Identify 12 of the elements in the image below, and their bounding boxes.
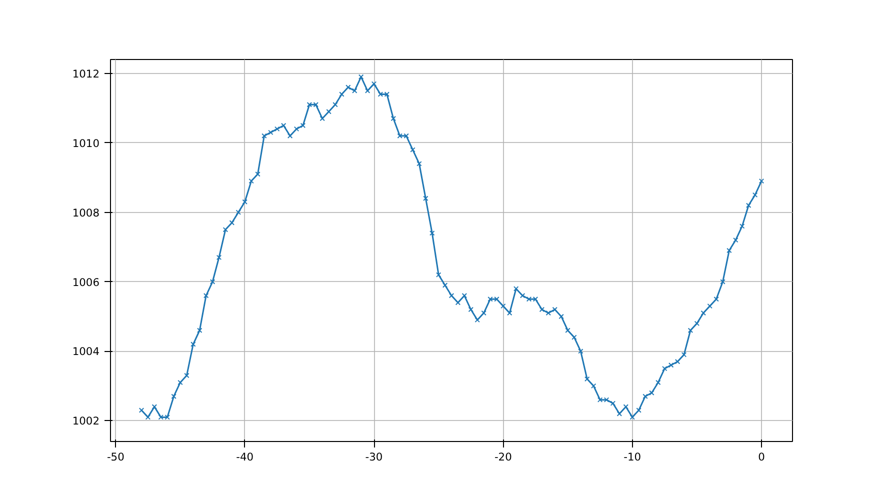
x-tick-label: -20	[494, 450, 512, 464]
x-tick-label: -10	[624, 450, 642, 464]
x-tick-label: -50	[106, 450, 125, 464]
x-tick-label: -30	[365, 450, 383, 464]
y-tick-label: 1008	[72, 206, 100, 220]
y-tick-label: 1006	[72, 276, 100, 289]
x-tick-label: -40	[236, 450, 254, 464]
y-tick-label: 1012	[72, 67, 100, 80]
y-tick-label: 1004	[72, 345, 100, 358]
x-tick-label: 0	[758, 450, 766, 464]
y-tick-label: 1002	[72, 414, 100, 428]
y-tick-label: 1010	[72, 136, 100, 150]
